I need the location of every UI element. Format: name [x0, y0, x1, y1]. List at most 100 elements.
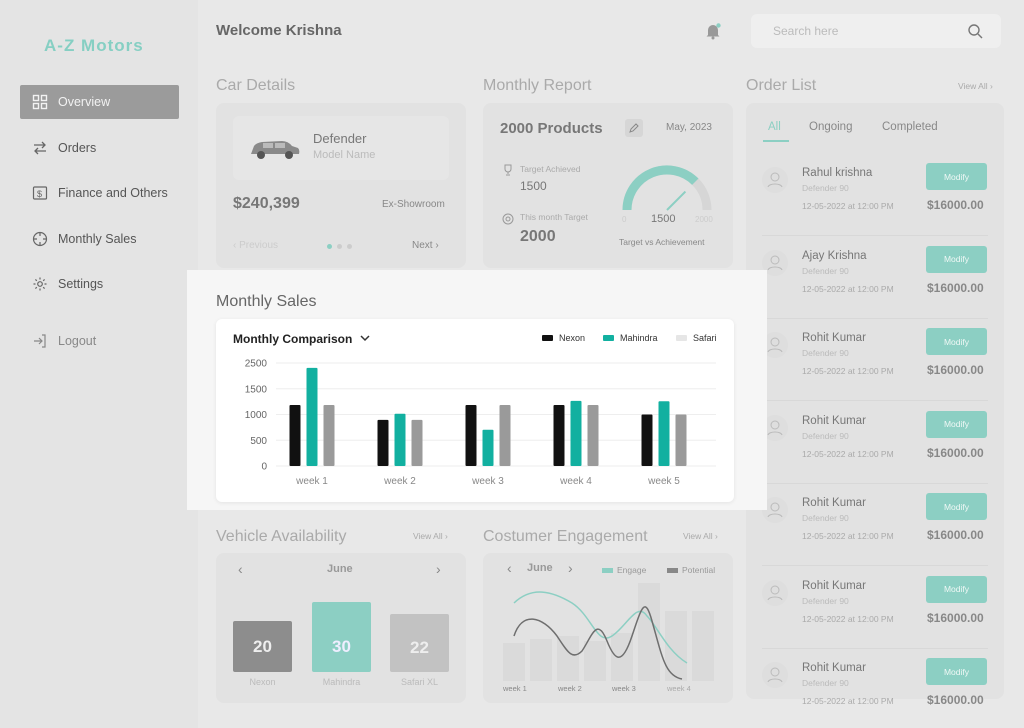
modify-button[interactable]: Modify [926, 245, 987, 273]
prev-month-button[interactable]: ‹ [238, 561, 243, 577]
bar-mahindra-week-4 [570, 400, 582, 466]
engagement-bar [692, 611, 714, 681]
bar-nexon-week-1 [289, 405, 301, 466]
engagement-line-chart [503, 583, 714, 681]
monthly-report-card: 2000 Products May, 2023 Target Achieved … [483, 103, 733, 268]
bar-nexon-week-4 [553, 405, 565, 466]
bar-safari-week-4 [587, 405, 599, 466]
potential-line [513, 606, 683, 680]
divider [762, 235, 988, 236]
order-amount: $16000.00 [927, 280, 984, 295]
x-tick-label: week 1 [295, 476, 328, 487]
target-achieved-value: 1500 [520, 179, 547, 193]
modify-button[interactable]: Modify [926, 658, 987, 685]
avatar [762, 662, 788, 688]
month-target-value: 2000 [520, 228, 556, 245]
car-details-title: Car Details [216, 77, 296, 94]
carousel-dot[interactable] [337, 244, 342, 249]
modify-button[interactable]: Modify [926, 410, 987, 438]
vehicle-name-nexon: Nexon [249, 677, 276, 687]
order-customer-name: Rohit Kumar [802, 332, 866, 344]
order-customer-name: Rohit Kumar [802, 414, 866, 427]
sidebar-item-settings[interactable]: Settings [20, 267, 179, 301]
view-all-label: View All [683, 531, 713, 541]
engagement-bar [530, 639, 552, 681]
tab-completed[interactable]: Completed [882, 121, 938, 133]
order-date: 12-05-2022 at 12:00 PM [802, 366, 894, 376]
comparison-dropdown[interactable]: Monthly Comparison [233, 332, 353, 346]
swap-arrows-icon [34, 141, 46, 155]
sidebar-item-overview[interactable]: Overview [20, 85, 179, 119]
previous-button[interactable]: ‹ Previous [233, 240, 279, 251]
order-view-all-link[interactable]: View All › [958, 81, 993, 91]
order-amount: $16000.00 [927, 363, 984, 377]
legend-swatch [603, 335, 614, 341]
svg-text:$: $ [37, 189, 42, 199]
engagement-bar [611, 633, 633, 681]
vehicle-count-mahindra: 30 [312, 602, 371, 672]
x-tick-label: week 5 [647, 476, 680, 487]
vehicle-view-all-link[interactable]: View All › [413, 531, 448, 541]
logout-button[interactable]: Logout [20, 324, 179, 358]
month-target-label: This month Target [520, 212, 588, 222]
view-all-label: View All [958, 81, 988, 91]
order-date: 12-05-2022 at 12:00 PM [802, 531, 894, 541]
divider [762, 647, 988, 649]
next-label: Next [412, 240, 433, 251]
order-row: Rohit Kumar Defender 90 12-05-2022 at 12:0… [762, 328, 988, 401]
gauge-caption: Target vs Achievement [619, 237, 705, 247]
vehicle-availability-title: Vehicle Availability [216, 528, 347, 545]
user-icon [767, 502, 783, 518]
legend-engage: Engage [602, 565, 646, 575]
order-amount: $16000.00 [927, 693, 984, 707]
vehicle-count-nexon: 20 [233, 621, 292, 672]
modify-button[interactable]: Modify [926, 163, 987, 190]
sidebar-item-orders[interactable]: Orders [20, 131, 179, 165]
sidebar-item-label: Settings [58, 277, 104, 291]
sidebar-item-label: Monthly Sales [58, 232, 137, 246]
bar-nexon-week-5 [641, 414, 653, 466]
view-all-label: View All [413, 531, 443, 541]
legend-nexon: Nexon [542, 333, 585, 343]
next-button[interactable]: Next › [412, 240, 439, 251]
avatar [762, 579, 788, 606]
search-input[interactable]: Search here [751, 14, 1001, 48]
y-tick-label: 500 [250, 436, 267, 447]
report-month: May, 2023 [666, 122, 712, 133]
tab-all[interactable]: All [768, 121, 781, 133]
sidebar-item-finance[interactable]: $ Finance and Others [20, 176, 179, 210]
gauge-max: 2000 [695, 215, 713, 224]
chevron-down-icon[interactable] [359, 332, 371, 344]
tab-ongoing[interactable]: Ongoing [809, 121, 853, 133]
sidebar-item-monthly-sales[interactable]: Monthly Sales [20, 222, 179, 256]
target-achieved-label: Target Achieved [520, 164, 581, 174]
search-icon[interactable] [967, 23, 983, 39]
modify-button[interactable]: Modify [926, 328, 987, 355]
order-row: Rahul krishna Defender 90 12-05-2022 at 12… [762, 163, 988, 236]
legend-label: Mahindra [620, 333, 658, 343]
carousel-dot[interactable] [347, 244, 352, 249]
bell-icon[interactable] [704, 22, 722, 40]
modify-button[interactable]: Modify [926, 493, 987, 520]
legend-mahindra: Mahindra [603, 333, 658, 343]
gear-icon [33, 277, 47, 291]
order-model: Defender 90 [802, 348, 849, 358]
achievement-gauge [622, 165, 712, 211]
avatar [762, 167, 788, 193]
week-label: week 1 [503, 684, 527, 693]
edit-icon[interactable] [625, 119, 643, 137]
modify-button[interactable]: Modify [926, 575, 987, 603]
target-icon [502, 213, 514, 225]
week-label: week 4 [667, 684, 691, 693]
engagement-view-all-link[interactable]: View All › [683, 531, 718, 541]
carousel-dot[interactable] [327, 244, 332, 249]
bar-mahindra-week-3 [482, 429, 494, 466]
order-amount: $16000.00 [927, 610, 984, 625]
next-month-button[interactable]: › [436, 561, 441, 577]
divider [762, 565, 988, 566]
next-month-button[interactable]: › [568, 560, 573, 576]
vehicle-month: June [327, 563, 353, 575]
prev-month-button[interactable]: ‹ [507, 560, 512, 576]
gauge-min: 0 [622, 215, 627, 224]
order-model: Defender 90 [802, 183, 849, 193]
